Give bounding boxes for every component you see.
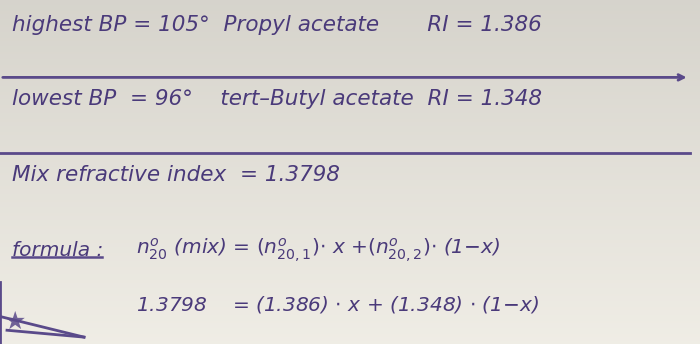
Text: ★: ★ bbox=[4, 310, 26, 334]
Text: Mix refractive index  = 1.3798: Mix refractive index = 1.3798 bbox=[12, 165, 339, 185]
Text: formula :: formula : bbox=[12, 241, 103, 260]
Text: 1.3798    = (1.386) $\cdot$ x + (1.348) $\cdot$ (1$-$x): 1.3798 = (1.386) $\cdot$ x + (1.348) $\c… bbox=[136, 294, 540, 315]
Text: highest BP = 105°  Propyl acetate       RI = 1.386: highest BP = 105° Propyl acetate RI = 1.… bbox=[12, 15, 542, 35]
Text: $n^o_{20}$ (mix) = $(n^o_{20,1})$$\cdot$ x +$(n^o_{20,2})$$\cdot$ (1$-$x): $n^o_{20}$ (mix) = $(n^o_{20,1})$$\cdot$… bbox=[136, 237, 500, 266]
Text: lowest BP  = 96°    tert–Butyl acetate  RI = 1.348: lowest BP = 96° tert–Butyl acetate RI = … bbox=[12, 89, 542, 109]
